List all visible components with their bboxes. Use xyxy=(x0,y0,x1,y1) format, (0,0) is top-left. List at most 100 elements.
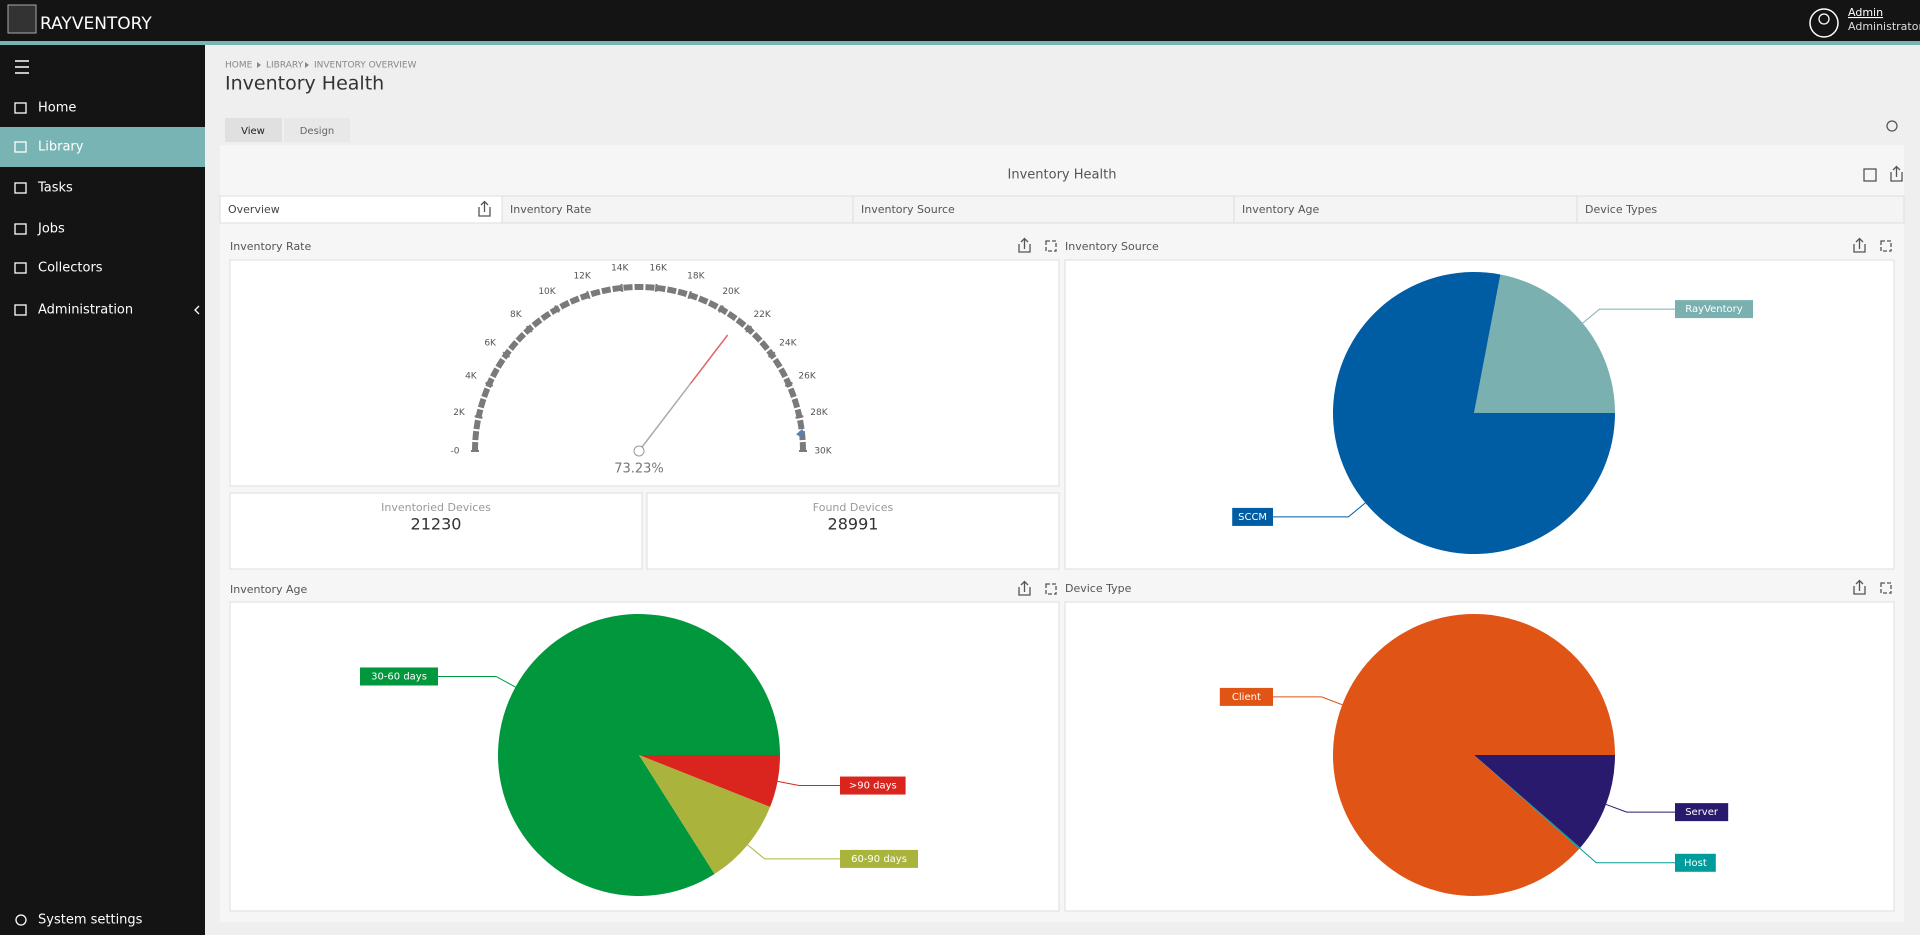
gauge-tick-label: 24K xyxy=(779,338,797,348)
pie-label-box xyxy=(1219,687,1273,706)
settings-button[interactable] xyxy=(1886,120,1898,132)
breadcrumb-item[interactable]: HOME xyxy=(225,61,253,71)
gauge-tick-label: 12K xyxy=(573,272,591,282)
dashboard-tab[interactable]: Inventory Age xyxy=(1242,203,1320,216)
pie-connector xyxy=(1605,803,1675,813)
gauge-needle xyxy=(638,383,692,452)
panel-caption: Inventory Source xyxy=(1065,240,1159,253)
pie-connector xyxy=(1579,847,1675,864)
menu-icon xyxy=(14,102,27,114)
fullscreen-button[interactable] xyxy=(1045,583,1057,595)
logo xyxy=(7,4,37,34)
menu-toggle[interactable] xyxy=(15,60,29,74)
dashboard-tab-active[interactable] xyxy=(219,195,503,224)
pie-label-box xyxy=(1232,507,1273,526)
pie-label: 30-60 days xyxy=(371,671,427,682)
dashboard-tab[interactable]: Device Types xyxy=(1585,203,1657,216)
menu-icon xyxy=(14,141,27,153)
fullscreen-button[interactable] xyxy=(1863,168,1877,182)
breadcrumb-item: INVENTORY OVERVIEW xyxy=(314,61,417,71)
user-role: Administrator xyxy=(1848,20,1920,33)
accent-strip xyxy=(0,41,1920,45)
card xyxy=(646,492,1060,570)
gauge-tick-label: 20K xyxy=(722,287,740,297)
pie-label: Client xyxy=(1232,692,1261,703)
menu-item[interactable]: Library xyxy=(38,140,84,155)
user-avatar[interactable] xyxy=(1809,8,1839,38)
pie-label: SCCM xyxy=(1238,512,1267,523)
menu-icon xyxy=(14,182,27,194)
pie-slice xyxy=(1332,272,1615,554)
fullscreen-button[interactable] xyxy=(1045,240,1057,252)
gauge-value-label: 73.23% xyxy=(614,462,664,477)
gauge-tick xyxy=(525,325,533,333)
tab-view[interactable] xyxy=(225,118,282,142)
menu-item[interactable]: Jobs xyxy=(37,222,65,237)
card-label: Inventoried Devices xyxy=(381,501,491,514)
panel-caption: Inventory Rate xyxy=(230,240,311,253)
gauge-scale xyxy=(472,284,806,452)
export-button[interactable] xyxy=(1018,237,1031,253)
menu-item[interactable]: Home xyxy=(38,101,76,116)
gauge-tick-label: 30K xyxy=(814,447,832,457)
gauge-tick xyxy=(474,415,483,419)
sidebar-footer[interactable]: System settings xyxy=(38,913,143,928)
dashboard-tab[interactable]: Inventory Rate xyxy=(510,203,591,216)
gauge-tick xyxy=(485,381,494,387)
gauge-tick-label: 10K xyxy=(538,287,556,297)
breadcrumb-item[interactable]: LIBRARY xyxy=(266,61,304,71)
pie-slice xyxy=(1474,755,1581,849)
pie-label-box xyxy=(1675,300,1753,319)
user-name[interactable]: Admin xyxy=(1848,6,1883,19)
gauge-tick-label: 22K xyxy=(753,310,771,320)
gauge-tick xyxy=(745,325,753,333)
gauge-tick xyxy=(687,290,692,300)
settings-icon xyxy=(15,914,27,926)
export-button[interactable] xyxy=(1890,165,1903,182)
export-button[interactable] xyxy=(1853,579,1866,595)
export-button[interactable] xyxy=(1018,580,1031,596)
top-bar xyxy=(0,0,1920,41)
gauge-tick xyxy=(586,290,591,300)
fullscreen-button[interactable] xyxy=(1880,582,1892,594)
gauge-tick xyxy=(620,283,624,292)
collapse-arrow[interactable] xyxy=(194,305,200,315)
fullscreen-button[interactable] xyxy=(1880,240,1892,252)
pie-label-box xyxy=(840,776,906,795)
dashboard-tab[interactable]: Inventory Source xyxy=(861,203,955,216)
gauge-needle-tip xyxy=(689,334,729,385)
pie-slice xyxy=(639,755,780,807)
pie-label-box xyxy=(840,849,918,868)
gauge-tick xyxy=(654,283,658,292)
pie-slice xyxy=(639,755,771,875)
user-icon xyxy=(1818,13,1830,25)
pie-label: 60-90 days xyxy=(851,854,907,865)
gauge-tick-label: 26K xyxy=(798,372,816,382)
tab-label[interactable]: Design xyxy=(300,126,335,137)
pie-label: Server xyxy=(1685,807,1719,818)
tab-design[interactable] xyxy=(284,118,350,142)
card-value: 28991 xyxy=(828,515,879,534)
gauge-panel xyxy=(229,259,1060,487)
gauge-tick xyxy=(767,351,776,358)
dashboard-tab[interactable]: Overview xyxy=(228,203,280,216)
breadcrumb-separator xyxy=(257,62,261,68)
export-button[interactable] xyxy=(1853,237,1866,253)
menu-item[interactable]: Administration xyxy=(38,303,133,318)
gauge-tick xyxy=(784,381,793,387)
gauge-tick-label: 6K xyxy=(484,338,497,348)
pie-label: Host xyxy=(1684,858,1707,869)
menu-item[interactable]: Tasks xyxy=(37,181,73,196)
gauge-tick xyxy=(718,305,724,313)
export-button[interactable] xyxy=(478,200,491,217)
gauge-tick-label: 16K xyxy=(650,264,668,274)
pie-connector xyxy=(1582,308,1675,324)
gauge-tick-label: 4K xyxy=(465,372,478,382)
pie-label: RayVentory xyxy=(1685,304,1742,315)
gauge-tick xyxy=(795,415,804,419)
sidebar xyxy=(0,45,205,935)
menu-item[interactable]: Collectors xyxy=(38,261,103,276)
tab-label[interactable]: View xyxy=(241,126,265,137)
brand: RAYVENTORY xyxy=(40,14,152,34)
pie-slice xyxy=(1474,755,1615,848)
